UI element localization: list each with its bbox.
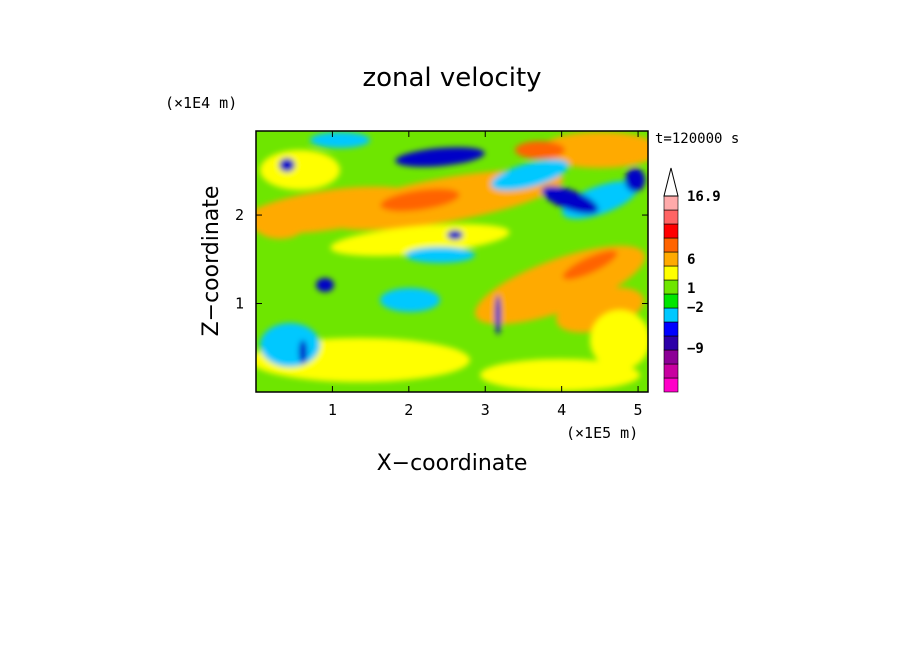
heatmap-region [495, 295, 501, 335]
heatmap-region [380, 188, 460, 212]
heatmap-regions [256, 132, 648, 391]
heatmap-region [316, 278, 334, 292]
heatmap-region [447, 230, 463, 240]
heatmap-region [625, 168, 645, 192]
plot-frame [255, 130, 649, 393]
x-axis: 1 2 3 4 5 [328, 131, 643, 419]
colorbar-segment [663, 265, 679, 281]
y-unit-label: (×1E4 m) [165, 94, 237, 112]
colorbar-segment [663, 251, 679, 267]
colorbar-segment [663, 307, 679, 323]
heatmap-region [480, 359, 640, 391]
y-tick-label: 2 [235, 206, 244, 224]
chart-title: zonal velocity [362, 63, 541, 93]
x-tick-label: 2 [404, 401, 413, 419]
heatmap-region [562, 250, 618, 280]
x-axis-title: X−coordinate [377, 451, 528, 476]
time-label: t=120000 s [655, 131, 739, 147]
heatmap-region [260, 150, 340, 190]
colorbar-segment [663, 237, 679, 253]
x-tick-label: 5 [634, 401, 643, 419]
heatmap-region [299, 340, 307, 364]
colorbar-label: 16.9 [687, 189, 721, 205]
heatmap-region [279, 158, 295, 172]
colorbar-segment [663, 279, 679, 295]
colorbar-segment [663, 223, 679, 239]
heatmap-field [256, 131, 648, 392]
heatmap-region [541, 186, 599, 214]
y-tick-label: 1 [235, 295, 244, 313]
heatmap-region [260, 323, 320, 367]
colorbar: 16.9 6 1 −2 −9 [663, 167, 721, 393]
heatmap-region [491, 159, 569, 191]
colorbar-segment [663, 363, 679, 379]
colorbar-segment [663, 195, 679, 211]
colorbar-arrow [663, 167, 679, 197]
heatmap-region [395, 147, 485, 167]
colorbar-segment [663, 321, 679, 337]
heatmap-region [256, 211, 305, 239]
x-unit-label: (×1E5 m) [566, 424, 638, 442]
y-axis: 12 [235, 206, 648, 313]
heatmap-region [330, 223, 510, 257]
colorbar-segment [663, 349, 679, 365]
colorbar-label: 6 [687, 252, 695, 268]
heatmap-region [310, 132, 370, 148]
x-tick-label: 1 [328, 401, 337, 419]
heatmap-region [590, 310, 648, 370]
colorbar-label: −9 [687, 341, 704, 357]
colorbar-segment [663, 209, 679, 225]
colorbar-label: −2 [687, 300, 704, 316]
x-tick-label: 3 [481, 401, 490, 419]
colorbar-segment [663, 293, 679, 309]
colorbar-segment [663, 335, 679, 351]
colorbar-segment [663, 377, 679, 393]
colorbar-label: 1 [687, 281, 695, 297]
x-tick-label: 4 [557, 401, 566, 419]
heatmap-region [540, 132, 648, 168]
heatmap-region [405, 247, 475, 263]
heatmap-region [515, 141, 565, 159]
y-axis-title: Z−coordinate [199, 186, 224, 337]
heatmap-region [380, 288, 440, 312]
